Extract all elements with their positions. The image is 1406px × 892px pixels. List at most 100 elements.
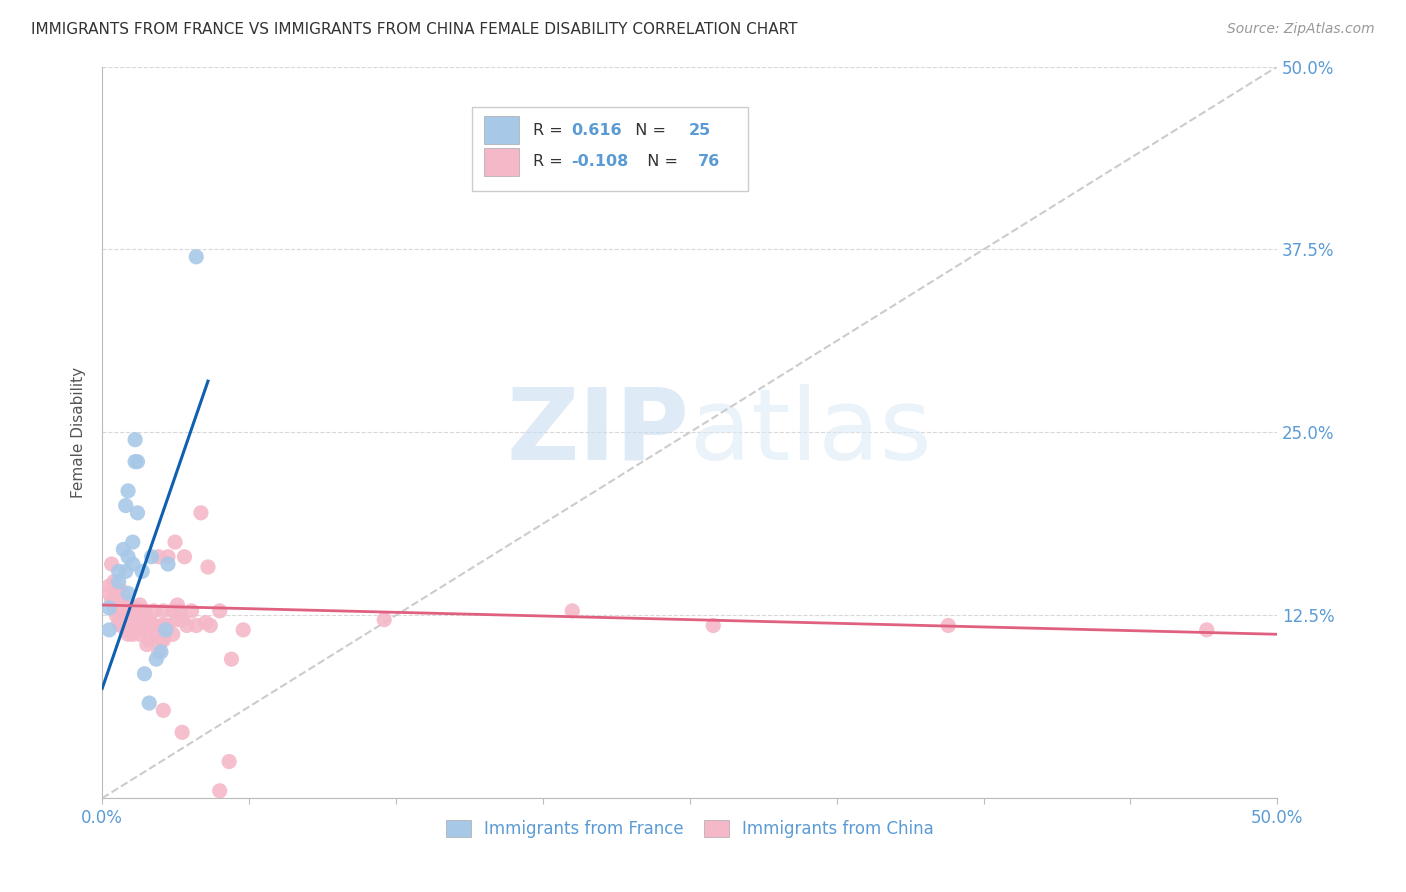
Point — [127, 506, 149, 520]
Point — [121, 557, 143, 571]
Point — [702, 618, 724, 632]
Point — [103, 574, 125, 589]
Text: atlas: atlas — [690, 384, 931, 481]
Text: 76: 76 — [697, 154, 720, 169]
Point — [152, 633, 174, 648]
Point — [120, 618, 142, 632]
Point — [138, 633, 160, 648]
Point — [194, 615, 217, 630]
Point — [162, 627, 184, 641]
Point — [149, 618, 172, 632]
Point — [172, 613, 194, 627]
Text: R =: R = — [533, 123, 568, 137]
Point — [117, 627, 139, 641]
Point — [138, 696, 160, 710]
Point — [561, 604, 583, 618]
Point — [114, 608, 136, 623]
Point — [98, 623, 121, 637]
Point — [149, 633, 172, 648]
Point — [105, 608, 128, 623]
Point — [127, 604, 149, 618]
Text: 0.616: 0.616 — [571, 123, 621, 137]
Point — [180, 604, 202, 618]
Point — [103, 601, 125, 615]
Point — [100, 593, 122, 607]
Legend: Immigrants from France, Immigrants from China: Immigrants from France, Immigrants from … — [439, 814, 941, 845]
Point — [124, 455, 146, 469]
Bar — [484, 116, 519, 145]
Point — [156, 618, 179, 632]
Point — [145, 627, 167, 641]
Point — [166, 613, 188, 627]
Y-axis label: Female Disability: Female Disability — [72, 367, 86, 498]
Point — [135, 618, 157, 632]
Point — [197, 560, 219, 574]
Point — [107, 615, 129, 630]
Point — [190, 506, 212, 520]
Text: -0.108: -0.108 — [571, 154, 628, 169]
Point — [142, 604, 165, 618]
Point — [135, 638, 157, 652]
Point — [156, 549, 179, 564]
Point — [120, 604, 142, 618]
Point — [1195, 623, 1218, 637]
Point — [373, 613, 395, 627]
Point — [127, 455, 149, 469]
Point — [208, 604, 231, 618]
Point — [117, 483, 139, 498]
Text: 25: 25 — [689, 123, 711, 137]
Point — [128, 598, 150, 612]
Point — [124, 601, 146, 615]
Point — [186, 250, 208, 264]
Point — [128, 627, 150, 641]
Point — [152, 604, 174, 618]
Text: Source: ZipAtlas.com: Source: ZipAtlas.com — [1227, 22, 1375, 37]
Point — [936, 618, 959, 632]
Point — [200, 618, 222, 632]
Point — [110, 618, 132, 632]
Point — [112, 604, 135, 618]
Point — [155, 618, 177, 632]
Point — [107, 574, 129, 589]
Point — [134, 666, 156, 681]
Point — [148, 645, 170, 659]
Point — [124, 433, 146, 447]
Point — [148, 549, 170, 564]
Point — [131, 613, 153, 627]
Point — [208, 784, 231, 798]
Point — [218, 755, 240, 769]
FancyBboxPatch shape — [472, 107, 748, 191]
Point — [112, 542, 135, 557]
Point — [155, 623, 177, 637]
Point — [173, 549, 195, 564]
Point — [138, 613, 160, 627]
Point — [114, 623, 136, 637]
Point — [145, 652, 167, 666]
Point — [127, 618, 149, 632]
Point — [105, 586, 128, 600]
Point — [117, 586, 139, 600]
Point — [121, 608, 143, 623]
Point — [114, 565, 136, 579]
Text: N =: N = — [637, 154, 683, 169]
Point — [100, 557, 122, 571]
Point — [152, 703, 174, 717]
Point — [156, 557, 179, 571]
Point — [141, 549, 163, 564]
Point — [232, 623, 254, 637]
Text: R =: R = — [533, 154, 568, 169]
Point — [98, 579, 121, 593]
Point — [172, 725, 194, 739]
Point — [169, 604, 191, 618]
Point — [162, 604, 184, 618]
Point — [110, 598, 132, 612]
Point — [131, 565, 153, 579]
Point — [121, 535, 143, 549]
Text: IMMIGRANTS FROM FRANCE VS IMMIGRANTS FROM CHINA FEMALE DISABILITY CORRELATION CH: IMMIGRANTS FROM FRANCE VS IMMIGRANTS FRO… — [31, 22, 797, 37]
Point — [186, 618, 208, 632]
Point — [142, 618, 165, 632]
Point — [98, 601, 121, 615]
Point — [114, 499, 136, 513]
Point — [121, 627, 143, 641]
Text: N =: N = — [626, 123, 671, 137]
